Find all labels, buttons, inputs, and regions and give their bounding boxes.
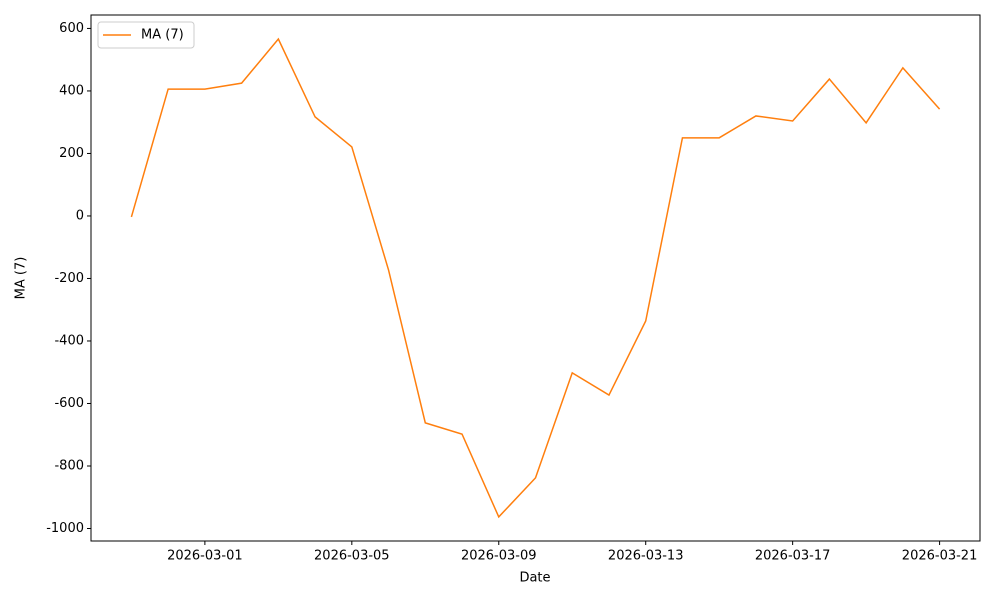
y-tick-label: -400 [54, 333, 84, 348]
series-line [130, 37, 941, 519]
x-tick-label: 2026-03-09 [461, 549, 537, 564]
y-tick-label: 200 [59, 146, 84, 161]
y-tick-label: -200 [54, 271, 84, 286]
x-tick-label: 2026-03-01 [167, 549, 243, 564]
y-tick-label: -800 [54, 458, 84, 473]
legend-box [97, 21, 195, 49]
y-tick-label: 400 [59, 83, 84, 98]
x-tick-label: 2026-03-05 [314, 549, 390, 564]
y-tick-label: 600 [59, 21, 84, 36]
x-tick-label: 2026-03-21 [902, 549, 978, 564]
legend-label: MA (7) [141, 28, 184, 43]
plot-frame [90, 14, 981, 542]
x-tick-label: 2026-03-13 [608, 549, 684, 564]
y-tick-label: -600 [54, 396, 84, 411]
y-axis-label: MA (7) [14, 257, 29, 300]
y-tick-label: -1000 [46, 521, 84, 536]
x-axis-label: Date [519, 571, 550, 586]
x-tick-label: 2026-03-17 [755, 549, 831, 564]
y-tick-label: 0 [76, 208, 84, 223]
